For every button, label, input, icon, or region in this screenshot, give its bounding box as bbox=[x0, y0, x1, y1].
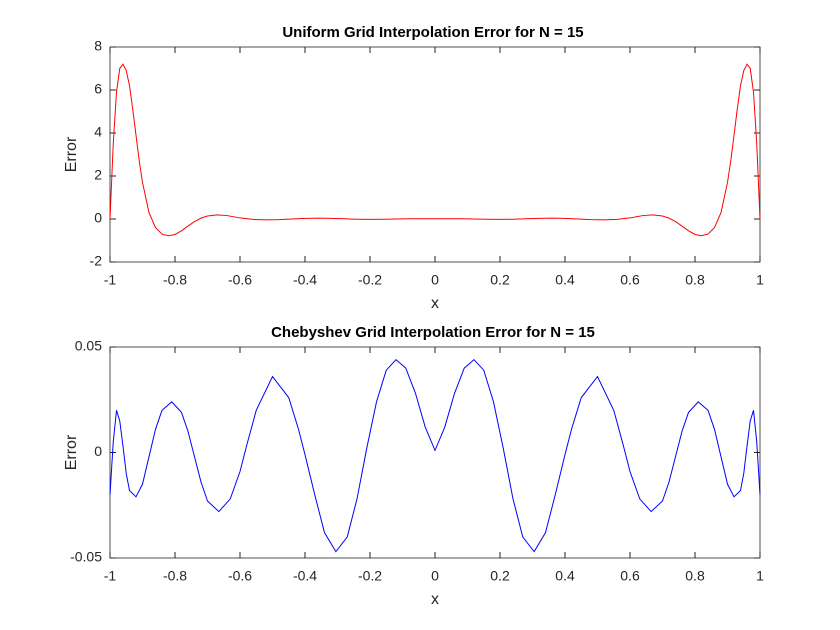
y-tick-label: 8 bbox=[94, 38, 102, 54]
y-tick-label: 2 bbox=[94, 167, 102, 183]
x-tick-label: 0.2 bbox=[490, 568, 510, 584]
line bbox=[109, 63, 761, 237]
y-tick-label: 0 bbox=[94, 443, 102, 459]
x-tick-label: 0.4 bbox=[555, 272, 575, 288]
chart-title: Chebyshev Grid Interpolation Error for N… bbox=[271, 324, 595, 341]
x-tick-label: -0.6 bbox=[228, 272, 252, 288]
x-tick-label: 1 bbox=[756, 568, 764, 584]
x-axis-label: x bbox=[431, 591, 439, 608]
x-tick-label: 0.8 bbox=[685, 272, 705, 288]
x-axis-label: x bbox=[431, 295, 439, 312]
y-tick-label: 4 bbox=[94, 124, 102, 140]
x-tick-label: -0.8 bbox=[163, 568, 187, 584]
x-tick-label: 1 bbox=[756, 272, 764, 288]
y-tick-label: -2 bbox=[90, 253, 103, 269]
x-tick-label: -0.6 bbox=[228, 568, 252, 584]
x-tick-label: 0 bbox=[431, 272, 439, 288]
x-tick-label: -1 bbox=[104, 272, 117, 288]
chart-title: Uniform Grid Interpolation Error for N =… bbox=[282, 24, 583, 41]
x-tick-label: 0.6 bbox=[620, 568, 640, 584]
x-tick-label: -0.2 bbox=[358, 272, 382, 288]
x-tick-label: 0 bbox=[431, 568, 439, 584]
y-axis-label: Error bbox=[63, 136, 80, 172]
y-tick-label: 0.05 bbox=[75, 338, 102, 354]
y-tick-label: 0 bbox=[94, 210, 102, 226]
x-tick-label: -0.4 bbox=[293, 568, 317, 584]
x-tick-label: 0.8 bbox=[685, 568, 705, 584]
axes-box bbox=[109, 346, 761, 559]
x-tick-label: 0.4 bbox=[555, 568, 575, 584]
x-tick-label: -1 bbox=[104, 568, 117, 584]
axes-box bbox=[109, 46, 761, 263]
y-tick-label: 6 bbox=[94, 81, 102, 97]
line bbox=[109, 358, 761, 553]
x-tick-label: 0.2 bbox=[490, 272, 510, 288]
x-tick-label: 0.6 bbox=[620, 272, 640, 288]
x-tick-label: -0.4 bbox=[293, 272, 317, 288]
x-tick-label: -0.8 bbox=[163, 272, 187, 288]
y-axis-label: Error bbox=[63, 434, 80, 470]
y-tick-label: -0.05 bbox=[70, 549, 102, 565]
x-tick-label: -0.2 bbox=[358, 568, 382, 584]
